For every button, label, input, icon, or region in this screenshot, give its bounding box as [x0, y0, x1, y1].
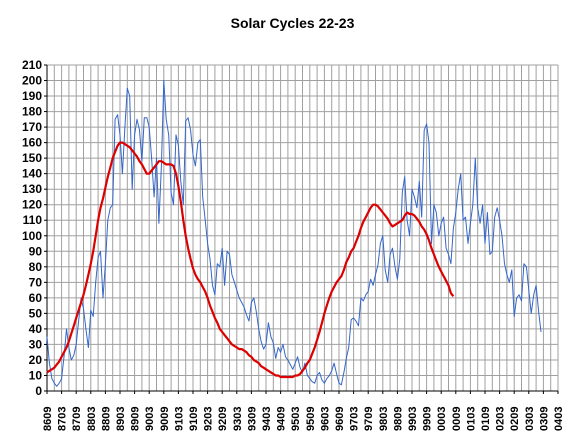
y-tick-label: 150	[22, 151, 42, 165]
x-tick-label: 9603	[319, 407, 331, 431]
y-tick-label: 40	[29, 322, 43, 336]
x-tick-label: 9503	[290, 407, 302, 431]
y-tick-label: 110	[23, 213, 43, 227]
x-tick-label: 8909	[130, 407, 142, 431]
x-tick-label: 8703	[57, 407, 69, 431]
y-tick-label: 160	[22, 136, 42, 150]
x-tick-label: 8903	[115, 407, 127, 431]
x-tick-label: 9903	[407, 407, 419, 431]
x-tick-label: 0003	[436, 407, 448, 431]
series-line-smoothed	[46, 141, 455, 379]
x-tick-label: 8803	[86, 407, 98, 431]
x-tick-label: 0103	[465, 407, 477, 431]
x-tick-label: 0203	[495, 407, 507, 431]
y-tick-label: 60	[29, 291, 43, 305]
x-tick-label: 9709	[363, 407, 375, 431]
y-tick-label: 30	[29, 337, 43, 351]
x-tick-label: 8609	[42, 407, 54, 431]
x-tick-label: 9009	[159, 407, 171, 431]
x-tick-label: 9609	[334, 407, 346, 431]
series-line-monthly	[46, 80, 542, 387]
y-tick-label: 210	[22, 58, 42, 72]
x-tick-label: 9703	[349, 407, 361, 431]
x-tick-label: 9509	[305, 407, 317, 431]
y-tick-label: 10	[29, 368, 43, 382]
x-tick-label: 9809	[392, 407, 404, 431]
x-tick-label: 9209	[217, 407, 229, 431]
y-tick-label: 120	[22, 198, 42, 212]
x-tick-label: 9103	[173, 407, 185, 431]
y-tick-label: 170	[22, 120, 42, 134]
y-tick-label: 100	[22, 229, 42, 243]
x-tick-label: 9109	[188, 407, 200, 431]
x-tick-label: 9303	[232, 407, 244, 431]
y-tick-label: 200	[22, 74, 42, 88]
x-tick-label: 9803	[378, 407, 390, 431]
x-tick-label: 9309	[246, 407, 258, 431]
x-tick-label: 0009	[451, 407, 463, 431]
x-tick-label: 0309	[538, 407, 550, 431]
y-tick-label: 50	[29, 306, 43, 320]
y-tick-label: 80	[29, 260, 43, 274]
x-tick-label: 9203	[203, 407, 215, 431]
x-tick-label: 9003	[144, 407, 156, 431]
x-tick-label: 9909	[422, 407, 434, 431]
x-tick-label: 0209	[509, 407, 521, 431]
x-tick-label: 0403	[553, 407, 565, 431]
x-tick-label: 8809	[100, 407, 112, 431]
x-tick-label: 0303	[524, 407, 536, 431]
y-tick-label: 140	[22, 167, 42, 181]
y-tick-label: 90	[29, 244, 43, 258]
y-tick-label: 190	[22, 89, 42, 103]
x-tick-label: 9403	[261, 407, 273, 431]
x-tick-label: 0109	[480, 407, 492, 431]
x-tick-label: 8709	[71, 407, 83, 431]
y-tick-label: 70	[29, 275, 43, 289]
y-tick-label: 180	[22, 105, 42, 119]
x-tick-label: 9409	[276, 407, 288, 431]
y-tick-label: 0	[35, 384, 42, 398]
y-tick-label: 20	[29, 353, 43, 367]
y-tick-label: 130	[22, 182, 42, 196]
chart-title: Solar Cycles 22-23	[230, 15, 355, 31]
